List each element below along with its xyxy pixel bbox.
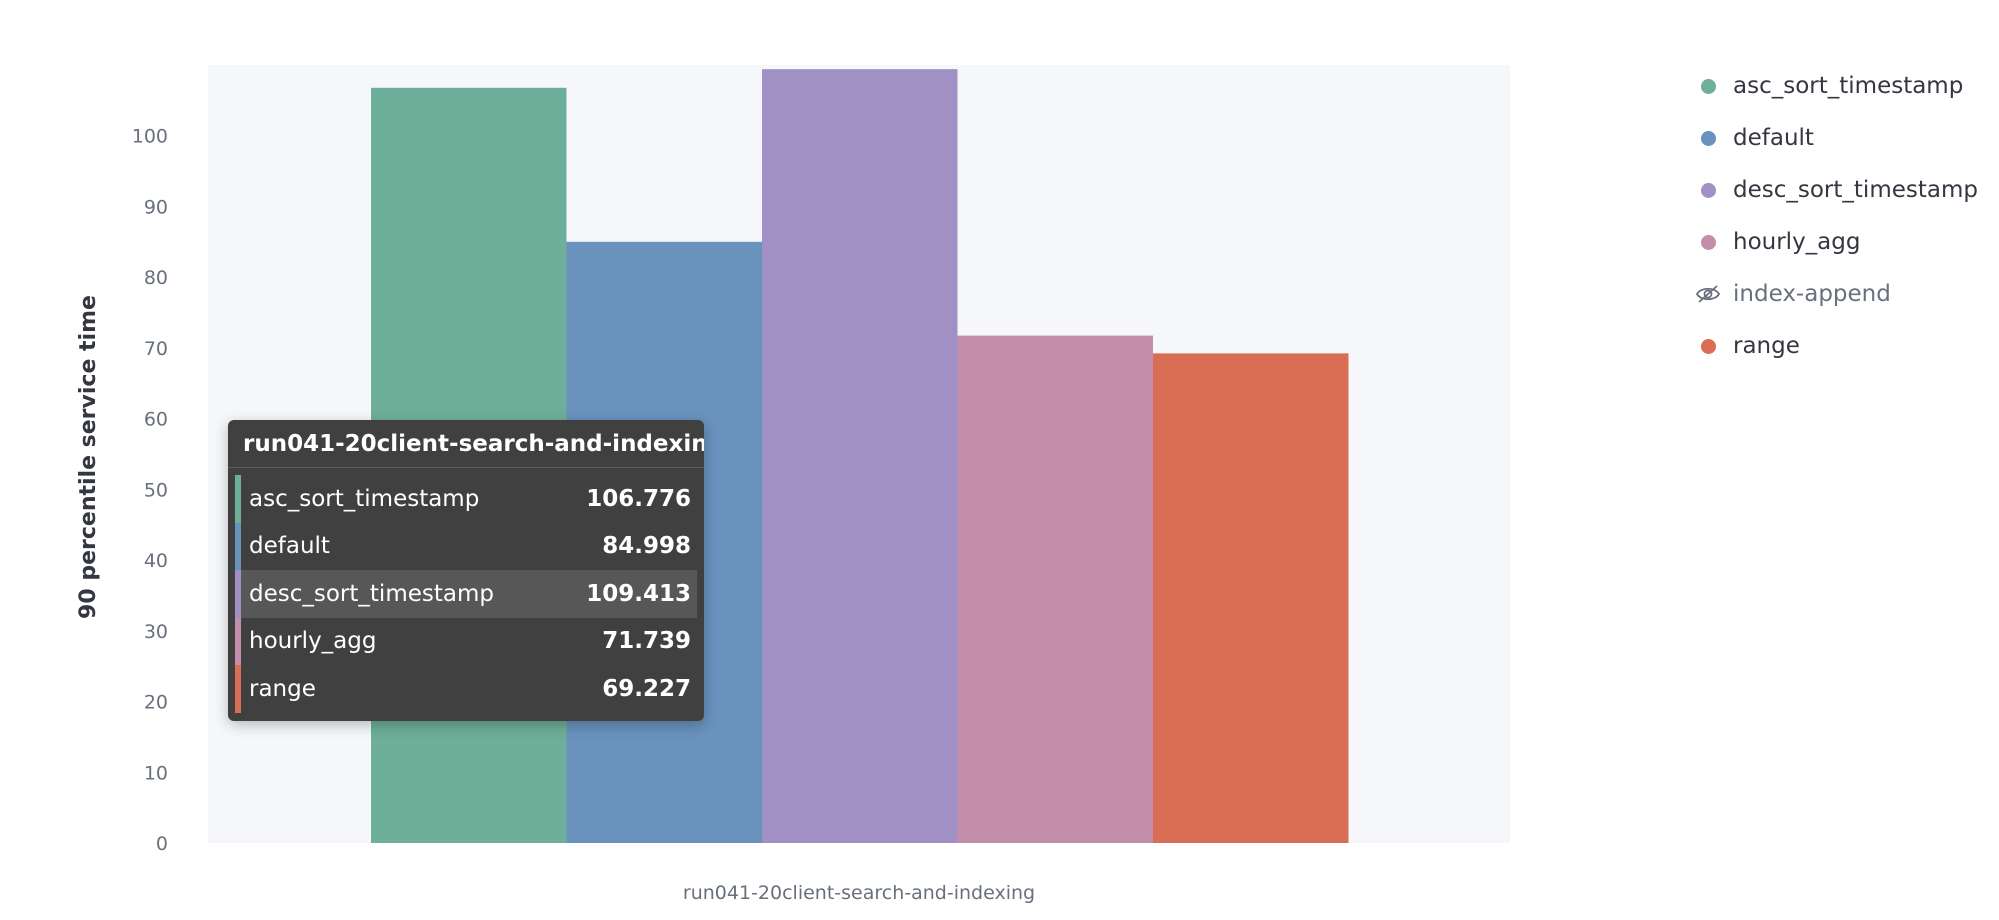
y-tick-label: 90 [144, 196, 168, 218]
legend-swatch [1701, 234, 1716, 250]
x-axis-categories: run041-20client-search-and-indexing [683, 882, 1035, 904]
y-tick-label: 70 [144, 338, 168, 360]
tooltip-row-value: 106.776 [586, 485, 691, 512]
legend-item-index-append[interactable]: index-append [1690, 268, 1978, 320]
tooltip-row-range: range 69.227 [235, 665, 697, 713]
legend-item-range[interactable]: range [1690, 320, 1978, 372]
tooltip-title: run041-20client-search-and-indexing [228, 420, 704, 468]
bar-desc_sort_timestamp[interactable] [762, 69, 958, 844]
y-tick-label: 60 [144, 409, 168, 431]
y-axis-label: 90 percentile service time [76, 295, 101, 619]
tooltip-color-swatch [235, 570, 241, 618]
legend-swatch [1701, 338, 1716, 354]
y-axis-ticks: 0 10 20 30 40 50 60 70 80 90 100 [132, 126, 168, 855]
tooltip-row-label: range [249, 675, 316, 702]
bar-hourly_agg[interactable] [957, 335, 1154, 843]
y-tick-label: 100 [132, 126, 168, 148]
tooltip-color-swatch [235, 522, 241, 570]
y-tick-label: 50 [144, 479, 168, 501]
tooltip-row-value: 71.739 [602, 628, 691, 655]
y-tick-label: 20 [144, 692, 168, 714]
legend-swatch [1701, 130, 1716, 146]
legend-swatch [1701, 182, 1716, 198]
tooltip: run041-20client-search-and-indexing asc_… [228, 420, 704, 721]
tooltip-row-value: 109.413 [586, 580, 691, 607]
y-tick-label: 30 [144, 621, 168, 643]
legend-item-desc_sort_timestamp[interactable]: desc_sort_timestamp [1690, 164, 1978, 216]
legend-label: asc_sort_timestamp [1733, 73, 1964, 99]
legend-item-default[interactable]: default [1690, 112, 1978, 164]
eye-closed-icon [1695, 285, 1721, 303]
tooltip-row-asc_sort_timestamp: asc_sort_timestamp 106.776 [235, 475, 697, 523]
tooltip-row-label: default [249, 533, 330, 560]
legend-item-asc_sort_timestamp[interactable]: asc_sort_timestamp [1690, 60, 1978, 112]
legend-swatch [1701, 78, 1716, 94]
tooltip-color-swatch [235, 475, 241, 523]
tooltip-row-desc_sort_timestamp: desc_sort_timestamp 109.413 [235, 570, 697, 618]
tooltip-row-hourly_agg: hourly_agg 71.739 [235, 617, 697, 665]
legend-label: hourly_agg [1733, 229, 1861, 255]
tooltip-row-value: 69.227 [602, 675, 691, 702]
y-tick-label: 80 [144, 267, 168, 289]
legend-item-hourly_agg[interactable]: hourly_agg [1690, 216, 1978, 268]
y-tick-label: 0 [156, 833, 168, 855]
x-category-label: run041-20client-search-and-indexing [683, 882, 1035, 904]
tooltip-rows: asc_sort_timestamp 106.776 default 84.998 de… [228, 468, 704, 721]
legend-label: desc_sort_timestamp [1733, 177, 1978, 203]
tooltip-color-swatch [235, 617, 241, 665]
y-tick-label: 10 [144, 762, 168, 784]
tooltip-color-swatch [235, 665, 241, 713]
tooltip-row-label: desc_sort_timestamp [249, 580, 494, 607]
y-tick-label: 40 [144, 550, 168, 572]
tooltip-row-value: 84.998 [602, 533, 691, 560]
tooltip-row-label: asc_sort_timestamp [249, 485, 480, 512]
legend-label: index-append [1733, 281, 1891, 307]
legend-label: default [1733, 125, 1814, 151]
bar-range[interactable] [1153, 353, 1349, 843]
tooltip-row-label: hourly_agg [249, 628, 377, 655]
tooltip-row-default: default 84.998 [235, 522, 697, 570]
legend-label: range [1733, 333, 1800, 359]
